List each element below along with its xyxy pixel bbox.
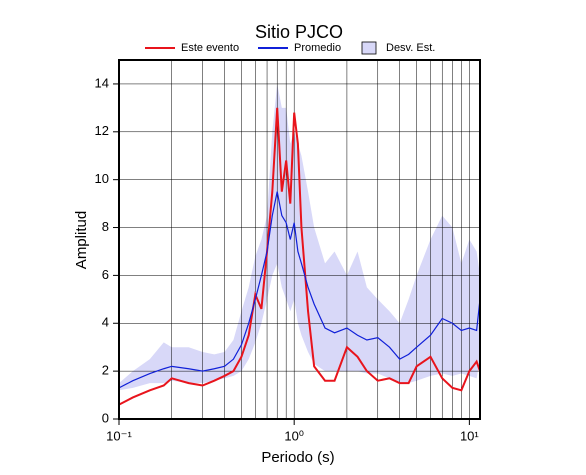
y-tick-label: 0 (102, 410, 109, 425)
x-tick-label: 10¹ (460, 428, 479, 443)
y-tick-label: 14 (95, 75, 109, 90)
series-line (118, 107, 481, 406)
y-axis-label: Amplitud (73, 211, 90, 269)
legend-label: Desv. Est. (386, 42, 435, 54)
x-tick-label: 10⁻¹ (106, 428, 132, 443)
y-tick-label: 6 (102, 267, 109, 282)
series-line (118, 191, 481, 389)
y-tick-label: 4 (102, 315, 109, 330)
y-tick-label: 2 (102, 363, 109, 378)
y-tick-label: 8 (102, 219, 109, 234)
legend-swatch (361, 41, 377, 55)
y-tick-label: 10 (95, 171, 109, 186)
x-tick-label: 10⁰ (284, 428, 304, 443)
y-tick-label: 12 (95, 123, 109, 138)
legend-label: Este evento (181, 42, 239, 54)
chart-title: Sitio PJCO (255, 22, 343, 42)
std-band (119, 83, 480, 391)
legend-label: Promedio (294, 42, 341, 54)
x-axis-label: Periodo (s) (261, 449, 334, 466)
plot-frame (118, 59, 481, 420)
